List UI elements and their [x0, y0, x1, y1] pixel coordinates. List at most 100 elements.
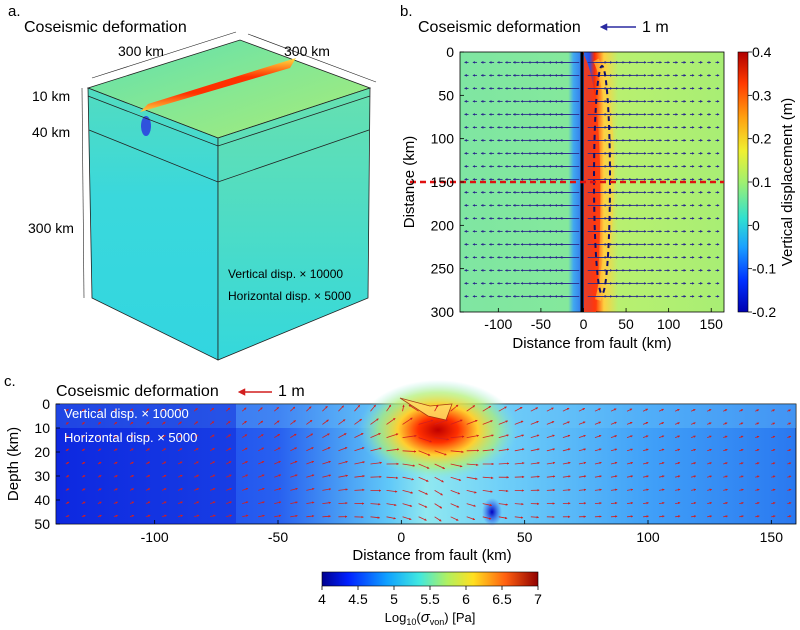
panel-c-vector	[626, 408, 633, 412]
panel-c-vector	[354, 418, 363, 425]
panel-c-cbtick-label: 4.5	[348, 591, 368, 607]
panel-c-vector	[498, 420, 509, 425]
panel-c-ytick-label: 30	[34, 468, 50, 484]
panel-c-vector	[707, 488, 713, 491]
panel-c-vector	[193, 488, 200, 491]
panel-c-vector	[626, 421, 633, 425]
panel-c-cbtick-label: 6	[462, 591, 470, 607]
panel-b-ytick-label: 0	[446, 44, 454, 60]
panel-c-vector	[370, 404, 376, 412]
panel-c-vector	[258, 447, 265, 452]
panel-c-vector	[81, 448, 86, 452]
panel-c-vector	[562, 407, 570, 412]
panel-c-vector	[498, 462, 510, 465]
panel-c-vector	[771, 488, 776, 492]
panel-c-vector	[354, 447, 365, 452]
panel-c-vector	[113, 475, 118, 478]
panel-c-vector	[193, 448, 199, 452]
panel-c-vector	[450, 404, 459, 412]
panel-c-vector	[771, 409, 776, 412]
panel-c-vector	[594, 421, 602, 425]
panel-c-ytick-label: 10	[34, 420, 50, 436]
stress-concentration	[358, 380, 518, 480]
panel-c-vector	[418, 490, 428, 495]
panel-c-vector	[193, 474, 199, 478]
panel-c-vector	[129, 488, 135, 491]
panel-c-vector	[707, 501, 713, 505]
panel-b-y-ticks: 0 50 100 150 200 250 300	[431, 44, 464, 320]
panel-c-vector	[354, 461, 365, 465]
panel-a-letter: a.	[8, 3, 21, 20]
fault-rupture	[140, 58, 296, 112]
panel-b-ylabel: Distance (km)	[401, 136, 418, 229]
panel-c-vector	[546, 461, 556, 465]
panel-c-vector	[370, 433, 381, 438]
panel-c-vector	[145, 421, 150, 425]
panel-c-vector	[450, 435, 465, 438]
panel-c-vector	[354, 404, 361, 412]
panel-c-vector	[787, 488, 792, 492]
panel-c-annot-vertical: Vertical disp. × 10000	[64, 406, 189, 421]
panel-a-title: Coseismic deformation	[24, 19, 187, 36]
panel-c-vector	[594, 488, 602, 491]
panel-c-vector	[290, 447, 298, 452]
panel-b-ytick-label: 150	[431, 174, 455, 190]
panel-c-vector	[210, 501, 216, 504]
panel-c-vector	[498, 503, 509, 506]
panel-c-vector	[466, 463, 479, 467]
panel-c-vector	[530, 475, 540, 478]
panel-a-annot-vertical: Vertical disp. × 10000	[228, 267, 343, 281]
panel-c-vector	[691, 408, 696, 412]
panel-c-vector	[209, 461, 216, 465]
panel-c-vector	[97, 475, 102, 478]
panel-c-vector	[402, 434, 417, 438]
panel-c-vector	[450, 476, 462, 481]
panel-c-vector	[594, 448, 602, 452]
panel-c-vector	[418, 419, 434, 425]
panel-c-vector	[81, 461, 86, 465]
panel-c-vector	[338, 501, 348, 505]
panel-b-ytick-label: 300	[431, 304, 455, 320]
panel-c-vector	[530, 516, 540, 519]
panel-c-vector	[129, 448, 134, 452]
panel-c-vector	[466, 516, 476, 521]
panel-c-vector	[594, 435, 602, 438]
panel-c-vector	[707, 435, 712, 438]
panel-b-ytick-label: 250	[431, 261, 455, 277]
panel-c-vector	[482, 420, 493, 425]
panel-c-vector	[578, 475, 587, 478]
panel-c-vector	[723, 475, 728, 478]
panel-c-vector	[482, 405, 492, 412]
panel-b-vectors	[464, 61, 720, 298]
panel-c-vector	[787, 462, 792, 465]
panel-c-vector	[226, 487, 232, 491]
panel-c-vector	[514, 406, 523, 412]
panel-c-vector	[338, 447, 348, 452]
panel-c-vector	[129, 408, 134, 412]
panel-c-vector	[755, 409, 760, 412]
panel-a: a. Coseismic deformation 300 km 300 km 1…	[8, 3, 377, 361]
panel-c-vector	[402, 476, 415, 481]
panel-b-letter: b.	[400, 3, 413, 20]
panel-c-vector	[306, 460, 315, 465]
panel-c-vector	[338, 474, 349, 478]
panel-c-vector	[274, 501, 282, 504]
panel-c-vector	[562, 448, 571, 452]
panel-c-vector	[434, 450, 447, 456]
panel-c-vector	[161, 501, 167, 504]
panel-c-vector	[434, 476, 444, 483]
panel-c-vector	[610, 408, 617, 412]
panel-c-vector	[562, 434, 571, 438]
panel-c-vector	[226, 461, 232, 465]
panel-c-vector	[418, 503, 428, 508]
panel-c-vector	[642, 422, 649, 425]
panel-c-vector	[386, 490, 398, 493]
panel-c-vector	[97, 408, 101, 412]
panel-c-vector	[97, 514, 102, 518]
panel-c-ytick-label: 50	[34, 516, 50, 532]
panel-b-ytick-label: 200	[431, 217, 455, 233]
panel-c-vector	[755, 449, 760, 452]
panel-c-vector	[546, 475, 556, 478]
dim-layer1: 10 km	[32, 88, 70, 104]
panel-c-vector	[466, 490, 477, 494]
